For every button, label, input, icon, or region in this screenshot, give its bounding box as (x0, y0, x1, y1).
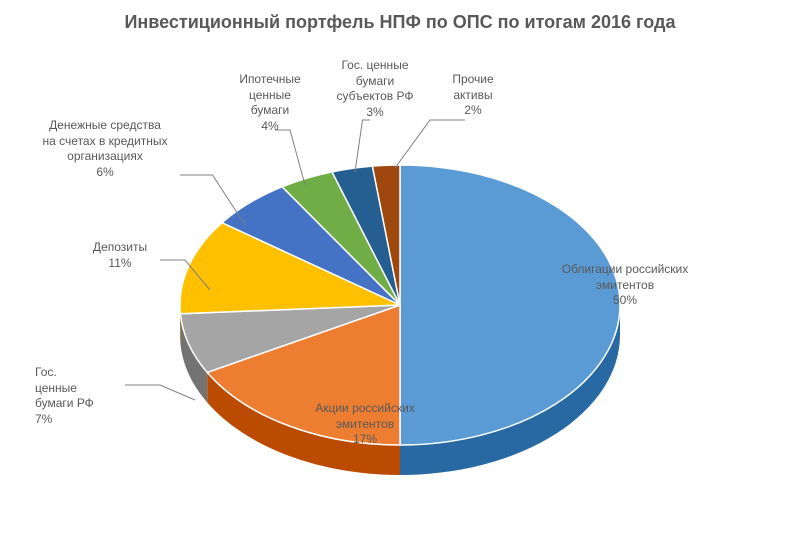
slice-label-4: Денежные средствана счетах в кредитныхор… (25, 118, 185, 180)
slice-label-6: Гос. ценныебумагисубъектов РФ3% (325, 58, 425, 120)
slice-label-1: Акции российских эмитентов17% (295, 401, 435, 448)
slice-label-0: Облигации российских эмитентов50% (545, 262, 705, 309)
slice-label-7: Прочиеактивы2% (438, 72, 508, 119)
slice-label-3: Депозиты11% (80, 240, 160, 271)
slice-label-5: Ипотечныеценныебумаги4% (225, 72, 315, 134)
slice-label-2: Гос.ценныебумаги РФ7% (35, 365, 125, 427)
